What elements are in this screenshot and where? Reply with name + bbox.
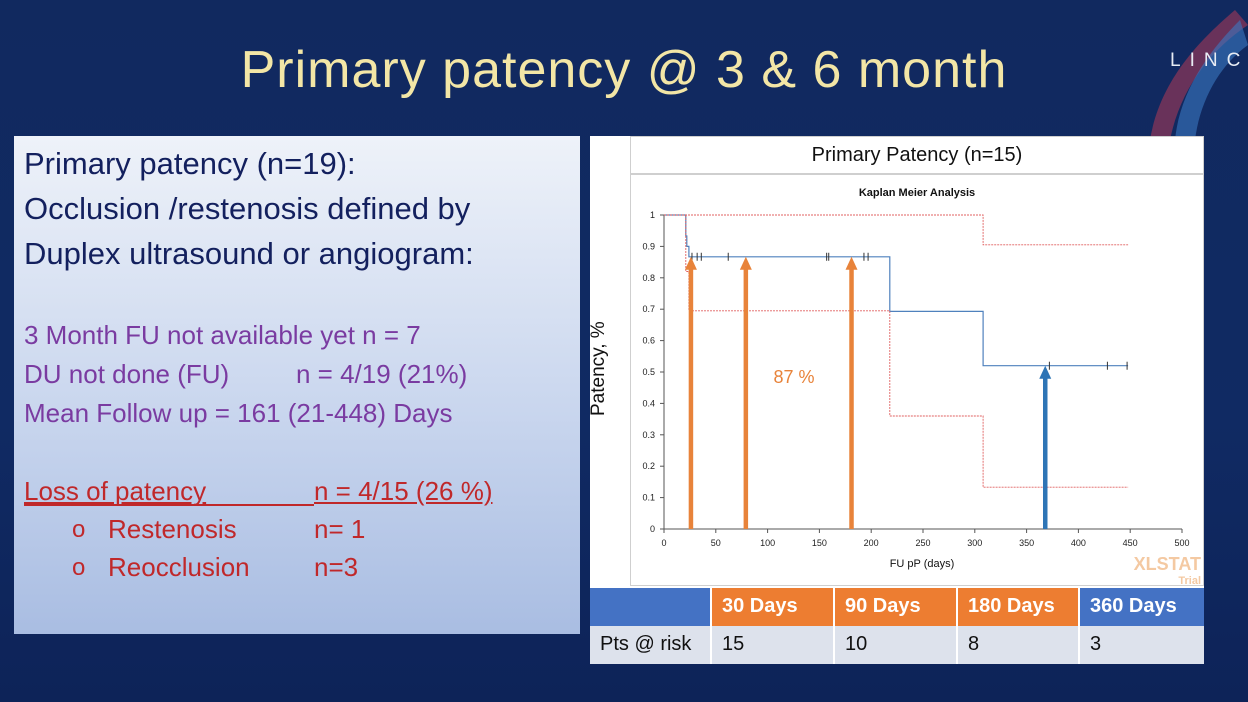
y-tick-label: 0.2 (642, 461, 655, 471)
xlstat-watermark: XLSTAT (1134, 554, 1201, 574)
bullet-reocclusion: o (72, 554, 86, 581)
y-tick-label: 0.8 (642, 273, 655, 283)
reocclusion-value: n=3 (314, 552, 359, 582)
reocclusion-label: Reocclusion (108, 552, 250, 582)
x-tick-label: 0 (661, 538, 666, 548)
risk-value-90: 10 (835, 626, 958, 664)
restenosis-value: n= 1 (314, 514, 366, 544)
x-tick-label: 150 (812, 538, 827, 548)
y-tick-label: 0.6 (642, 336, 655, 346)
y-tick-label: 0.1 (642, 493, 655, 503)
risk-row-label: Pts @ risk (590, 626, 712, 664)
x-tick-label: 300 (967, 538, 982, 548)
x-tick-label: 500 (1174, 538, 1189, 548)
summary-heading-line-1: Primary patency (n=19): (24, 146, 356, 181)
risk-table: 30 Days 90 Days 180 Days 360 Days Pts @ … (590, 588, 1204, 664)
arrow-head (845, 256, 858, 270)
y-tick-label: 0.3 (642, 430, 655, 440)
series-survival (664, 214, 1129, 367)
annotation-87: 87 % (773, 367, 814, 387)
loss-underline-extension (24, 476, 314, 506)
bullet-restenosis: o (72, 516, 86, 543)
risk-header-90: 90 Days (835, 588, 958, 626)
plot-layer: 0 50 100 150 200 250 300 350 400 450 500 0 0.1 0.2 0.3… (642, 210, 1189, 548)
y-tick-label: 0 (650, 524, 655, 534)
risk-value-360: 3 (1080, 626, 1204, 664)
loss-of-patency-label: Loss of patency (24, 476, 207, 506)
plot-frame: Kaplan Meier Analysis 0 50 100 150 200 250 300… (630, 174, 1204, 587)
x-axis-label: FU pP (days) (890, 558, 955, 570)
restenosis-label: Restenosis (108, 514, 237, 544)
y-tick-label: 1 (650, 210, 655, 220)
x-tick-label: 350 (1019, 538, 1034, 548)
linc-logo-swoosh (1150, 10, 1248, 140)
y-tick-label: 0.9 (642, 241, 655, 251)
x-tick-label: 450 (1123, 538, 1138, 548)
plot-title: Kaplan Meier Analysis (859, 187, 975, 199)
x-tick-label: 200 (864, 538, 879, 548)
summary-panel: Primary patency (n=19): Occlusion /reste… (14, 136, 580, 634)
km-plot: Kaplan Meier Analysis 0 50 100 150 200 250 300… (642, 187, 1201, 587)
risk-value-30: 15 (712, 626, 835, 664)
y-axis-label: Patency, % (588, 321, 609, 416)
x-tick-label: 400 (1071, 538, 1086, 548)
y-tick-label: 0.7 (642, 304, 655, 314)
arrow-head (1039, 365, 1052, 379)
risk-table-corner (590, 588, 712, 626)
arrow-head (739, 256, 752, 270)
x-tick-label: 50 (711, 538, 721, 548)
y-tick-label: 0.5 (642, 367, 655, 377)
du-not-done-value: n = 4/19 (21%) (296, 359, 468, 389)
du-not-done-label: DU not done (FU) (24, 359, 230, 389)
risk-value-180: 8 (958, 626, 1080, 664)
loss-of-patency-value: n = 4/15 (26 %) (314, 476, 493, 506)
series-ci-lower (685, 215, 1129, 488)
linc-logo-text: LINC (1170, 50, 1248, 71)
series-ci-upper (664, 214, 1129, 246)
y-tick-label: 0.4 (642, 398, 655, 408)
risk-header-360: 360 Days (1080, 588, 1204, 626)
xlstat-watermark-sub: Trial (1178, 575, 1201, 585)
arrow-head (684, 256, 697, 270)
risk-header-30: 30 Days (712, 588, 835, 626)
summary-heading-line-3: Duplex ultrasound or angiogram: (24, 236, 474, 271)
fu-not-available: 3 Month FU not available yet n = 7 (24, 320, 421, 350)
chart-header: Primary Patency (n=15) (630, 136, 1204, 174)
summary-heading-line-2: Occlusion /restenosis defined by (24, 191, 471, 226)
x-tick-label: 250 (915, 538, 930, 548)
mean-follow-up: Mean Follow up = 161 (21-448) Days (24, 398, 453, 428)
risk-header-180: 180 Days (958, 588, 1080, 626)
slide-title: Primary patency @ 3 & 6 month (240, 41, 1008, 99)
km-chart-panel: Primary Patency (n=15) Patency, % Kaplan… (588, 136, 1204, 588)
x-tick-label: 100 (760, 538, 775, 548)
